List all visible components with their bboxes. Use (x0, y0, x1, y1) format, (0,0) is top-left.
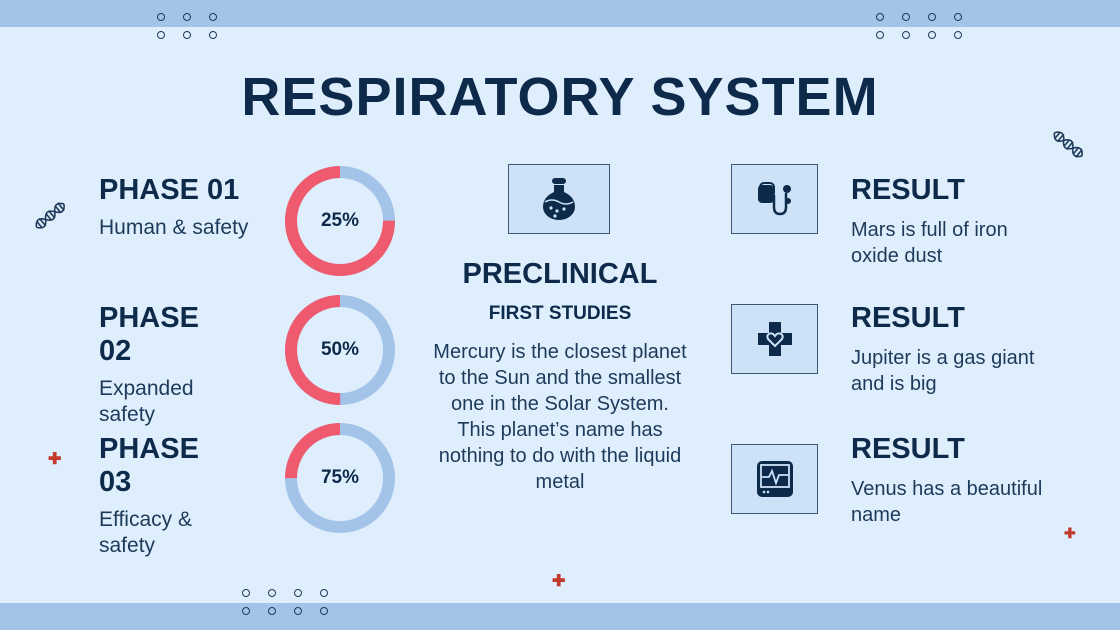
phase-subtitle: Expanded safety (99, 377, 194, 426)
result-heading: RESULT (851, 174, 965, 206)
result-icon-box-2 (731, 304, 818, 374)
heart-rate-monitor-icon (756, 461, 793, 497)
blood-pressure-monitor-icon (757, 182, 791, 216)
medical-cross-heart-icon (757, 322, 792, 356)
result-1: RESULT Mars is full of iron oxide dust (851, 174, 1051, 269)
dot-grid-top-left (157, 13, 217, 39)
phase-subtitle: Human & safety (99, 216, 249, 239)
bottom-band (0, 603, 1120, 630)
phase-heading: PHASE 02 (99, 302, 199, 367)
center-subheading: FIRST STUDIES (488, 303, 632, 324)
result-2: RESULT Jupiter is a gas giant and is big (851, 302, 1051, 397)
result-text: Venus has a beautiful name (851, 478, 1043, 526)
phase-subtitle: Efficacy & safety (99, 508, 192, 557)
plus-icon: ✚ (552, 573, 566, 590)
result-heading: RESULT (851, 433, 965, 465)
dna-icon (35, 202, 65, 229)
flask-icon (543, 178, 575, 220)
center-heading: PRECLINICAL (462, 258, 658, 290)
phase-3: PHASE 03 Efficacy & safety (99, 433, 239, 559)
plus-icon: ✚ (1064, 525, 1076, 541)
phase-2: PHASE 02 Expanded safety (99, 302, 239, 428)
result-icon-box-3 (731, 444, 818, 514)
result-heading: RESULT (851, 302, 965, 334)
phase-1: PHASE 01 Human & safety (99, 174, 289, 241)
result-3: RESULT Venus has a beautiful name (851, 433, 1051, 528)
page-title: RESPIRATORY SYSTEM (241, 67, 879, 127)
percent-label: 25% (320, 210, 360, 231)
progress-donut-2: 50% (284, 294, 396, 406)
dna-icon (1053, 131, 1083, 158)
phase-heading: PHASE 01 (99, 174, 240, 206)
percent-label: 50% (320, 339, 360, 360)
result-icon-box-1 (731, 164, 818, 234)
result-text: Jupiter is a gas giant and is big (851, 347, 1035, 395)
progress-donut-3: 75% (284, 422, 396, 534)
phase-heading: PHASE 03 (99, 433, 199, 498)
center-section: PRECLINICAL FIRST STUDIES Mercury is the… (430, 258, 690, 495)
center-body: Mercury is the closest planet to the Sun… (433, 341, 687, 493)
plus-icon: ✚ (48, 451, 62, 468)
dot-grid-bottom (242, 589, 328, 615)
percent-label: 75% (320, 467, 360, 488)
result-text: Mars is full of iron oxide dust (851, 219, 1008, 267)
progress-donut-1: 25% (284, 165, 396, 277)
dot-grid-top-right (876, 13, 962, 39)
flask-icon-box (508, 164, 610, 234)
